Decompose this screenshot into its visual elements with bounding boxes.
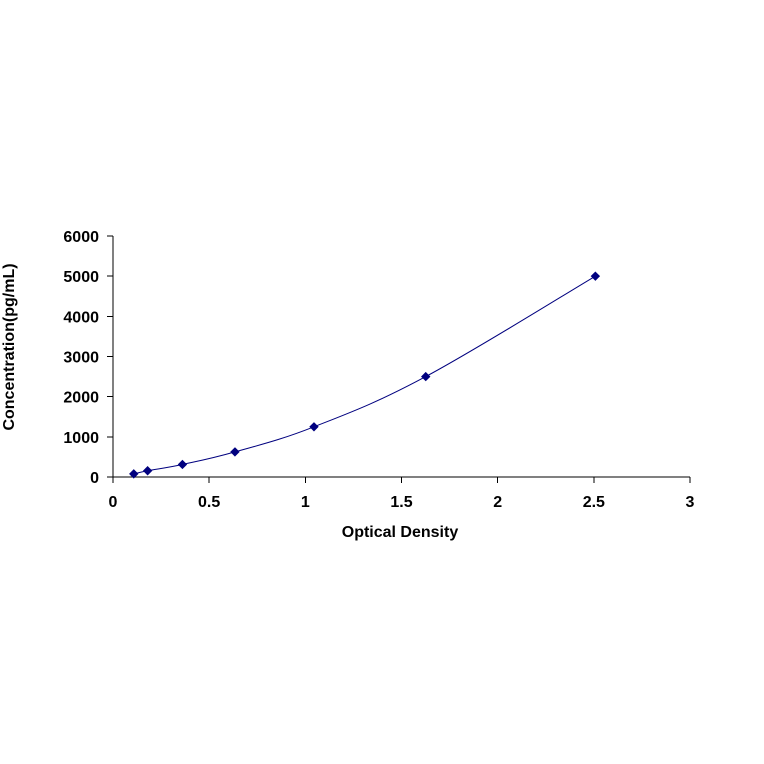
y-tick-label-0: 0 (90, 470, 99, 487)
x-tick-label-1: 0.5 (198, 494, 220, 511)
y-tick-label-5: 5000 (63, 269, 99, 286)
data-point-2 (177, 459, 188, 470)
y-tick-label-4: 4000 (63, 309, 99, 326)
x-tick-label-6: 3 (686, 494, 695, 511)
points-layer (129, 271, 601, 479)
y-tick-label-2: 2000 (63, 390, 99, 407)
y-tick-label-3: 3000 (63, 350, 99, 367)
data-point-1 (142, 466, 153, 476)
x-tick-label-0: 0 (109, 494, 118, 511)
series-0-curve (133, 275, 596, 475)
data-point-0 (129, 469, 139, 479)
y-tick-label-6: 6000 (63, 229, 99, 246)
data-point-3 (230, 447, 240, 457)
curve-layer (133, 275, 596, 475)
ticks-layer (107, 235, 691, 483)
tick-labels-layer: 0 0.5 1 1.5 2 2.5 3 0 1000 2000 3000 4000 5000 6000 (63, 229, 694, 511)
x-axis-title: Optical Density (342, 524, 459, 541)
data-point-5 (421, 371, 431, 382)
y-axis-title: Concentration(pg/mL) (1, 263, 18, 430)
x-tick-label-3: 1.5 (390, 494, 412, 511)
x-tick-label-5: 2.5 (583, 494, 605, 511)
data-point-6 (590, 271, 601, 281)
x-tick-label-4: 2 (493, 494, 502, 511)
x-tick-label-2: 1 (301, 494, 310, 511)
data-point-4 (309, 422, 319, 432)
y-tick-label-1: 1000 (63, 430, 99, 447)
axes-layer (112, 236, 690, 478)
